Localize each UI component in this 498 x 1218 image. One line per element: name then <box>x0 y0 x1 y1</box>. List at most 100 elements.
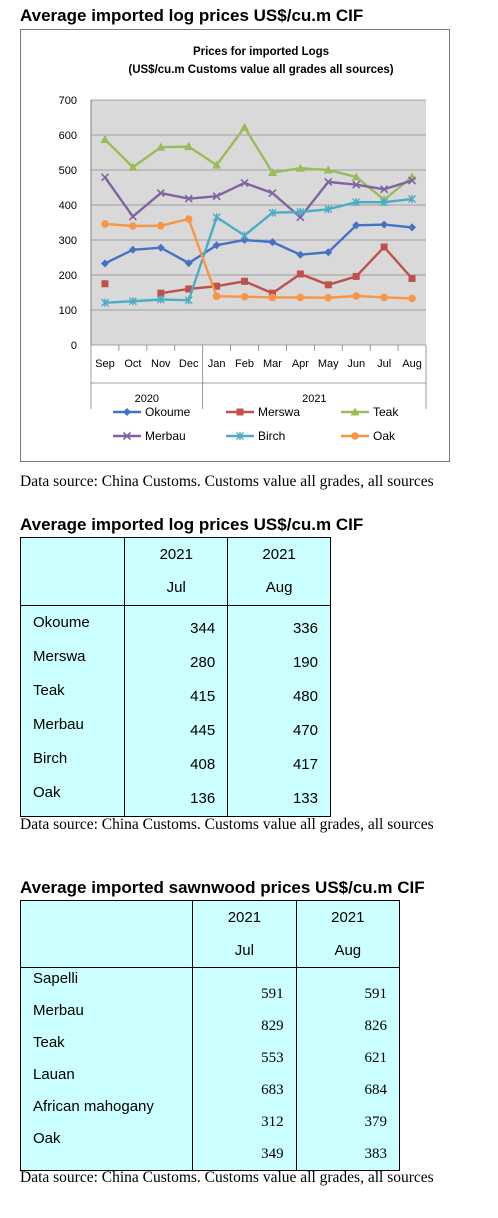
data-point <box>100 298 109 307</box>
table-corner <box>19 537 126 606</box>
data-point <box>123 408 131 416</box>
plot-area <box>91 100 426 345</box>
y-tick-label: 0 <box>71 340 77 352</box>
data-point <box>408 223 417 232</box>
data-point <box>185 285 193 293</box>
data-point <box>323 165 333 174</box>
row-label: Merswa <box>33 648 86 665</box>
data-point <box>122 431 132 441</box>
x-tick-label: Jul <box>377 358 391 370</box>
data-point <box>380 220 389 229</box>
series-merswa <box>101 243 416 297</box>
col-year: 2021 <box>159 546 193 563</box>
row-label: African mahogany <box>33 1098 154 1115</box>
data-point <box>352 198 361 207</box>
row-label: Oak <box>33 1130 61 1147</box>
data-point <box>380 185 389 194</box>
series-line <box>103 176 413 219</box>
data-point <box>380 198 389 207</box>
data-point <box>101 220 109 228</box>
cell-value: 621 <box>364 1050 388 1066</box>
marker-stroke <box>380 185 389 194</box>
legend-item-merbau: Merbau <box>113 429 186 443</box>
chart-data-source: Data source: China Customs. Customs valu… <box>20 473 434 490</box>
col-month: Aug <box>265 579 293 596</box>
data-point <box>296 208 305 216</box>
x-tick-label: Sep <box>95 358 115 370</box>
species-column: Okoume Merswa Teak Merbau Birch Oak <box>19 605 126 817</box>
section-heading-log-chart: Average imported log prices US$/cu.m CIF <box>20 6 364 25</box>
col-month: Aug <box>334 942 362 959</box>
data-point <box>156 189 165 198</box>
cell-value: 383 <box>364 1146 388 1162</box>
cell-value: 684 <box>364 1082 388 1098</box>
data-point <box>100 173 110 182</box>
data-point <box>156 243 165 252</box>
data-point <box>184 142 194 151</box>
cell-value: 280 <box>190 654 216 671</box>
series-birch <box>100 195 417 307</box>
cell-value: 379 <box>364 1114 388 1130</box>
y-tick-label: 700 <box>59 95 77 107</box>
data-point <box>100 135 110 144</box>
x-tick-label: Apr <box>292 358 309 370</box>
y-tick-label: 300 <box>59 235 77 247</box>
series-line <box>104 217 413 300</box>
data-point <box>128 162 138 171</box>
cell-value: 826 <box>364 1018 388 1034</box>
x-tick-label: Nov <box>151 358 171 370</box>
x-tick-label: Oct <box>124 358 141 370</box>
data-point <box>128 297 137 306</box>
cell-value: 829 <box>261 1018 284 1034</box>
cell-value: 336 <box>292 620 318 637</box>
legend-label: Merswa <box>258 405 300 419</box>
row-label: Okoume <box>33 614 90 631</box>
series-line <box>104 223 413 265</box>
marker-stroke <box>100 173 110 182</box>
marker-stroke <box>184 194 193 203</box>
legend-item-oak: Oak <box>341 429 396 443</box>
data-point <box>296 250 305 259</box>
data-point <box>380 243 388 251</box>
col-month: Jul <box>166 579 186 596</box>
data-point <box>295 163 305 172</box>
col-header-aug: 2021 Aug <box>295 900 401 968</box>
section-heading-log-table: Average imported log prices US$/cu.m CIF <box>20 515 364 534</box>
data-point <box>184 296 193 305</box>
marker-stroke <box>212 192 221 201</box>
marker-stroke <box>240 178 249 188</box>
table-corner <box>19 900 194 968</box>
cell-value: 591 <box>364 986 388 1002</box>
data-point <box>268 293 277 302</box>
data-point <box>408 275 416 282</box>
series-okoume <box>100 220 417 268</box>
data-point <box>296 270 304 278</box>
cell-value: 415 <box>190 688 216 705</box>
x-tick-label: Feb <box>235 358 254 370</box>
series-line <box>104 197 413 304</box>
data-point <box>241 277 249 285</box>
row-label: Merbau <box>33 1002 84 1019</box>
marker-stroke <box>128 212 137 221</box>
species-column: Sapelli Merbau Teak Lauan African mahoga… <box>19 967 194 1171</box>
data-point <box>212 241 221 250</box>
data-point <box>213 282 221 290</box>
data-point <box>324 281 332 289</box>
chart-title: Prices for imported Logs <box>193 46 329 58</box>
data-point <box>380 293 388 302</box>
marker-stroke <box>156 189 165 198</box>
data-point <box>157 289 165 297</box>
chart-subtitle: (US$/cu.m Customs value all grades all s… <box>128 64 393 76</box>
legend-label: Okoume <box>145 405 191 419</box>
data-point <box>268 238 277 247</box>
row-label: Sapelli <box>33 970 79 987</box>
data-point <box>240 292 249 301</box>
data-point <box>268 289 276 297</box>
col-year: 2021 <box>227 909 262 926</box>
data-point <box>240 231 249 240</box>
x-tick-label: Jan <box>208 358 226 370</box>
y-tick-label: 100 <box>59 305 77 317</box>
y-tick-label: 600 <box>59 130 77 142</box>
data-point <box>268 189 277 198</box>
legend-label: Merbau <box>145 429 186 443</box>
